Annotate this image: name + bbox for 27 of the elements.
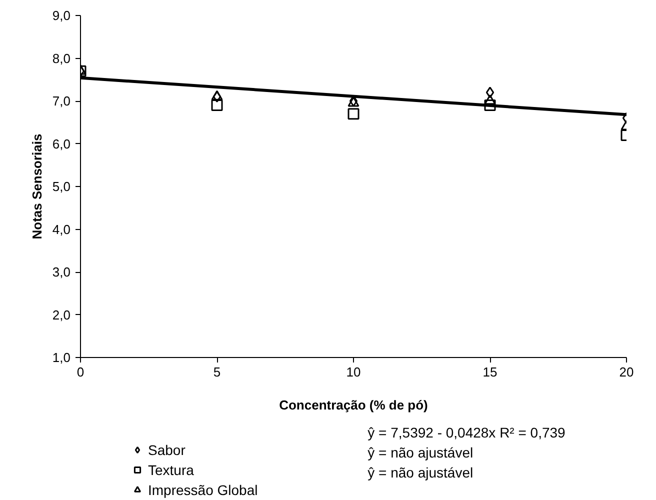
point [211,100,223,112]
x-tick-label: 20 [619,364,634,380]
point [484,94,496,105]
y-tick-label: 3,0 [52,264,71,280]
text: ŷ = não ajustável [368,464,474,480]
y-tick-label: 5,0 [52,179,71,194]
legend-label: Textura [148,461,194,478]
y-tick-label: 6,0 [52,136,71,152]
point [484,100,496,112]
y-axis-title: Notas Sensoriais [29,134,44,240]
text: ŷ = 7,5392 - 0,0428x R² = 0,739 [368,424,566,440]
y-tick-label: 2,0 [52,307,71,322]
point [486,86,494,98]
x-axis-title: Concentração (% de pó) [279,398,428,412]
text: ŷ = não ajustável [368,444,474,460]
legend-label: Impressão Global [148,481,258,498]
x-tick-label: 0 [76,364,84,380]
y-tick-label: 8,0 [52,50,71,66]
x-tick-label: 5 [213,364,221,380]
x-tick-label: 10 [346,364,361,380]
y-tick-label: 7,0 [52,94,71,108]
y-tick-label: 9,0 [52,8,71,23]
y-tick-label: 4,0 [52,222,71,237]
point [348,108,360,120]
y-tick-label: 1,0 [52,350,71,365]
legend-label: Sabor [148,441,186,458]
x-tick-label: 15 [482,364,498,380]
